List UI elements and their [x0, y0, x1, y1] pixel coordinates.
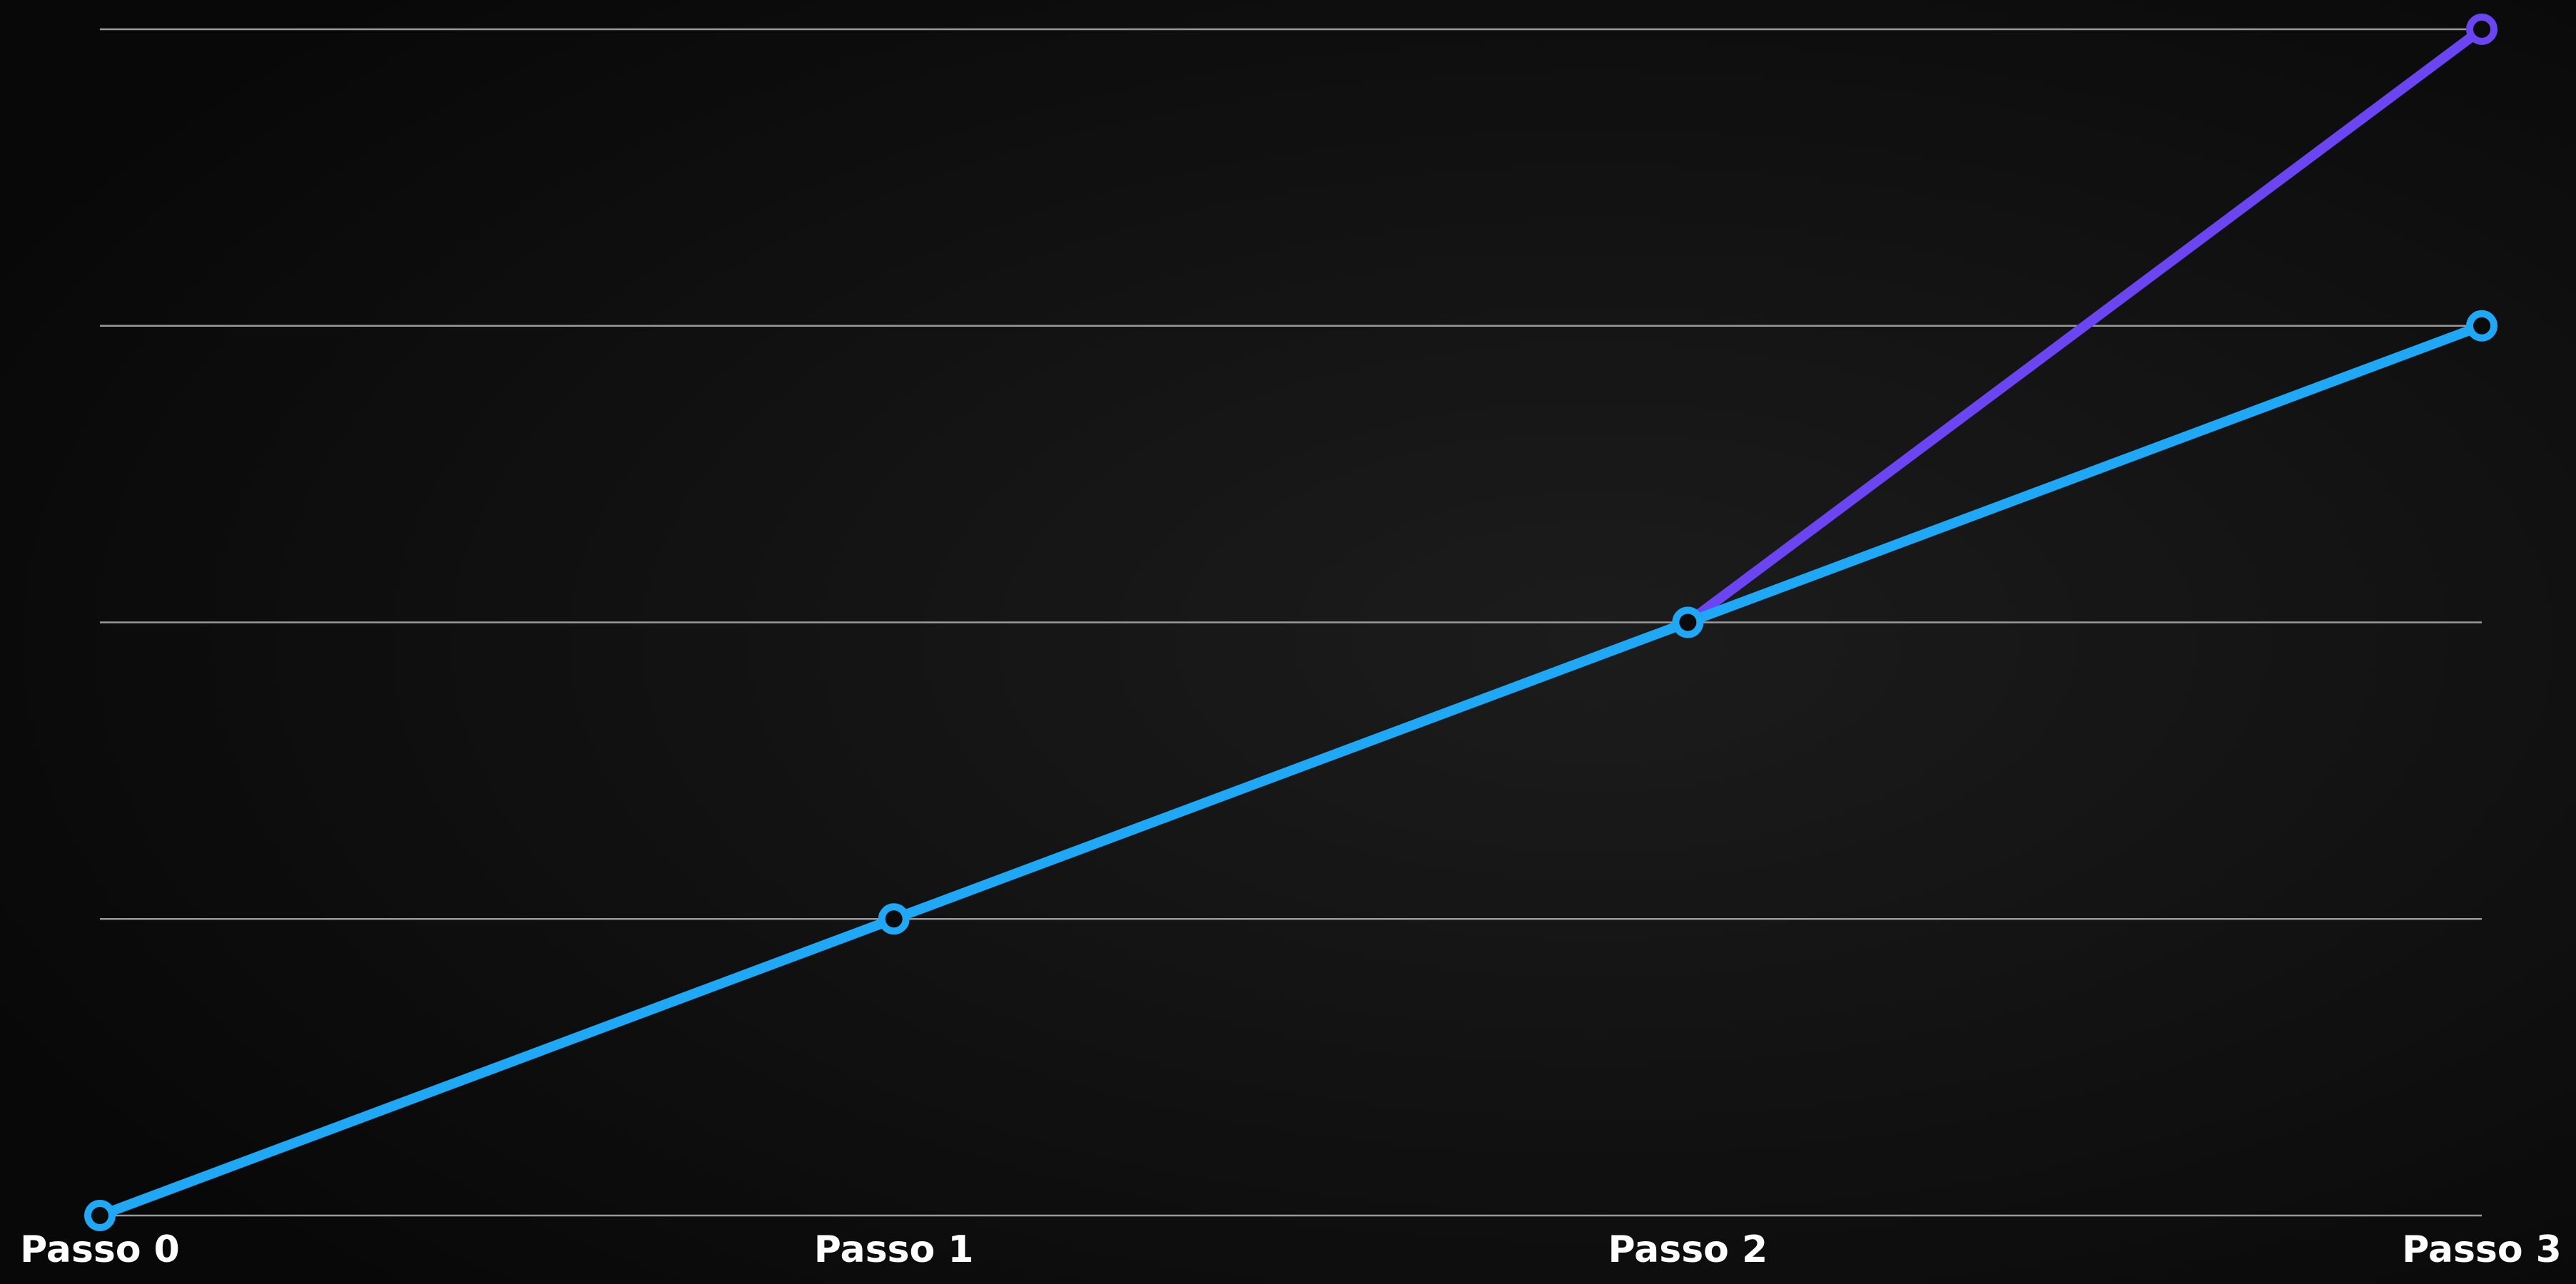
x-tick-label: Passo 3 [2402, 1228, 2562, 1271]
data-point [878, 903, 910, 935]
data-point [2466, 310, 2498, 342]
x-tick-label: Passo 0 [20, 1228, 180, 1271]
series-line [95, 320, 2487, 1221]
data-point [84, 1200, 116, 1231]
x-tick-label: Passo 2 [1608, 1228, 1768, 1271]
x-tick-label: Passo 1 [814, 1228, 974, 1271]
x-axis: Passo 0 Passo 1 Passo 2 Passo 3 [20, 1228, 2562, 1271]
data-point [1672, 606, 1704, 638]
series-line [1683, 24, 2487, 628]
data-point [2466, 14, 2498, 45]
plot [84, 14, 2498, 1231]
